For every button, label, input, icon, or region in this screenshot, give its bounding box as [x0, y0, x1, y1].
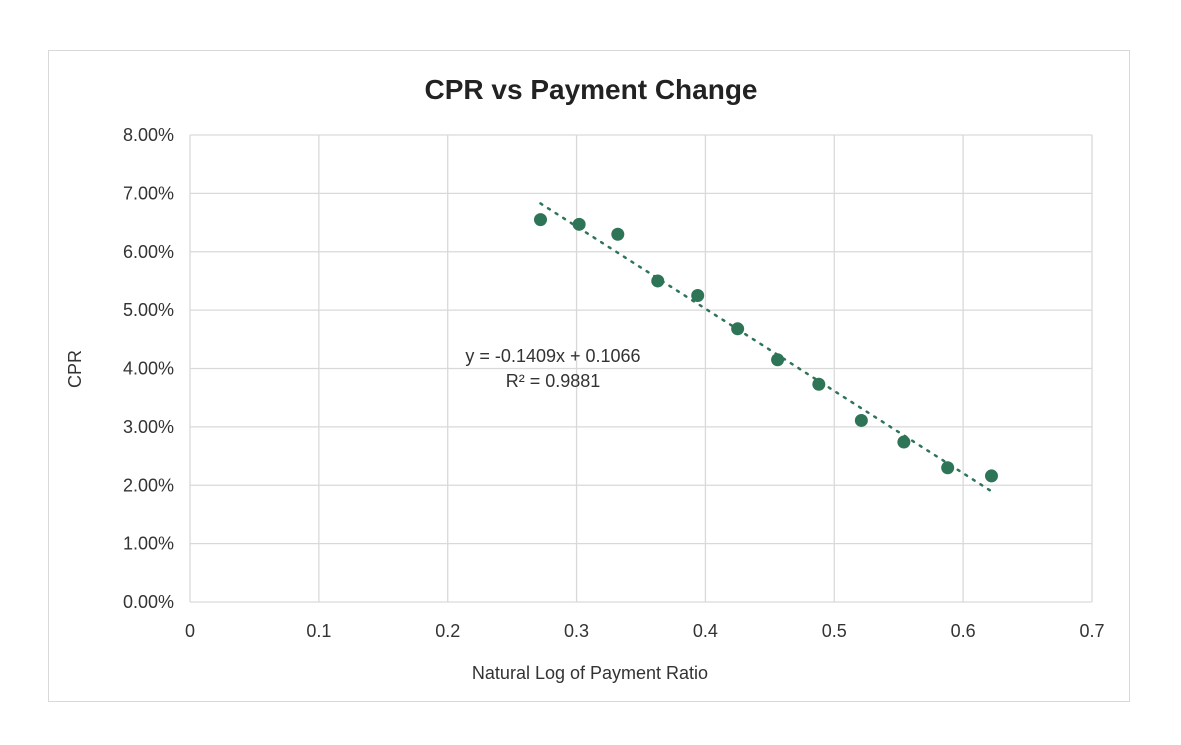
data-point	[731, 322, 745, 336]
data-point	[771, 353, 785, 367]
y-tick-label: 7.00%	[123, 183, 174, 203]
x-tick-label: 0.7	[1079, 621, 1104, 641]
y-tick-label: 6.00%	[123, 242, 174, 262]
data-point	[941, 461, 955, 475]
x-tick-label: 0.5	[822, 621, 847, 641]
data-point	[984, 469, 998, 483]
x-tick-label: 0	[185, 621, 195, 641]
data-point	[572, 217, 586, 231]
gridlines	[189, 134, 1093, 603]
chart-area: CPR vs Payment Change 0.00% 1.00% 2.00% 3.0…	[48, 50, 1130, 702]
y-axis-label: CPR	[65, 350, 85, 388]
trendline	[539, 202, 993, 493]
data-point	[611, 227, 625, 241]
y-tick-label: 4.00%	[123, 359, 174, 379]
data-point	[812, 377, 826, 391]
x-tick-label: 0.4	[693, 621, 718, 641]
trendline-equation: y = -0.1409x + 0.1066	[465, 346, 640, 366]
x-tick-label: 0.6	[951, 621, 976, 641]
scatter-chart: CPR vs Payment Change 0.00% 1.00% 2.00% 3.0…	[65, 74, 1105, 683]
x-axis-label: Natural Log of Payment Ratio	[472, 663, 708, 683]
data-point	[691, 289, 705, 303]
y-tick-label: 3.00%	[123, 417, 174, 437]
data-point	[533, 213, 547, 227]
data-point	[897, 435, 911, 449]
x-tick-label: 0.3	[564, 621, 589, 641]
data-point	[854, 413, 868, 427]
y-tick-label: 0.00%	[123, 592, 174, 612]
y-tick-label: 8.00%	[123, 125, 174, 145]
data-points	[533, 213, 998, 483]
tick-labels: 0.00% 1.00% 2.00% 3.00% 4.00% 5.00% 6.00% 7.00%…	[123, 125, 1105, 641]
x-tick-label: 0.2	[435, 621, 460, 641]
trendline-r-squared: R² = 0.9881	[506, 371, 601, 391]
trendline-path	[539, 202, 993, 493]
x-tick-label: 0.1	[306, 621, 331, 641]
y-tick-label: 1.00%	[123, 534, 174, 554]
chart-title: CPR vs Payment Change	[425, 74, 758, 105]
y-tick-label: 2.00%	[123, 475, 174, 495]
y-tick-label: 5.00%	[123, 300, 174, 320]
data-point	[651, 274, 665, 288]
